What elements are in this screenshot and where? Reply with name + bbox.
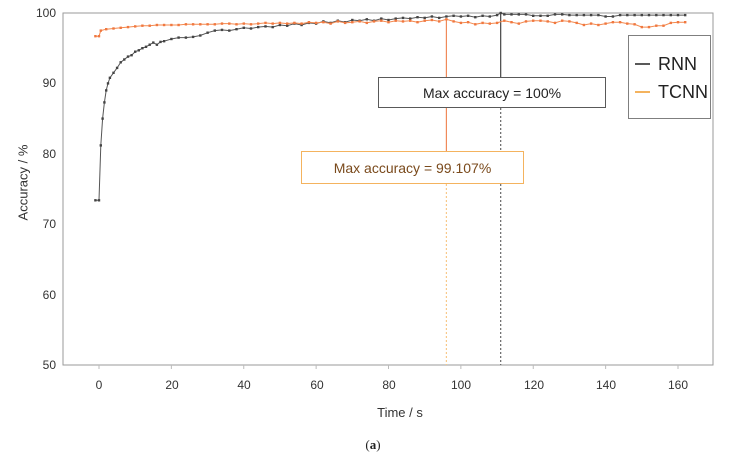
rnn-max-accuracy-annotation: Max accuracy = 100% [378, 77, 606, 108]
series-lines [94, 11, 687, 202]
x-axis-title: Time / s [377, 405, 423, 420]
y-tick-100: 100 [35, 6, 56, 20]
figure-caption: (a) [365, 437, 381, 452]
legend-item-tcnn: TCNN [635, 80, 708, 104]
x-tick-140: 140 [595, 378, 617, 392]
x-tick-0: 0 [95, 378, 103, 392]
y-tick-70: 70 [42, 217, 56, 231]
x-tick-120: 120 [523, 378, 545, 392]
y-tick-60: 60 [42, 288, 56, 302]
legend-label-rnn: RNN [658, 53, 697, 74]
x-tick-60: 60 [310, 378, 324, 392]
y-tick-50: 50 [42, 358, 56, 372]
y-tick-80: 80 [42, 147, 56, 161]
plot-frame [62, 12, 714, 366]
x-tick-40: 40 [237, 378, 251, 392]
chart-legend: RNN TCNN [628, 35, 711, 119]
x-tick-160: 160 [667, 378, 689, 392]
tcnn-max-accuracy-annotation: Max accuracy = 99.107% [301, 151, 524, 184]
x-tick-20: 20 [165, 378, 179, 392]
x-tick-100: 100 [450, 378, 472, 392]
tcnn-line-swatch-icon [635, 91, 650, 93]
x-tick-80: 80 [382, 378, 396, 392]
y-tick-90: 90 [42, 76, 56, 90]
legend-item-rnn: RNN [635, 52, 697, 76]
rnn-line-swatch-icon [635, 63, 650, 65]
x-axis-ticks [98, 365, 679, 369]
y-axis-title: Accuracy / % [15, 144, 31, 221]
legend-label-tcnn: TCNN [658, 81, 708, 102]
